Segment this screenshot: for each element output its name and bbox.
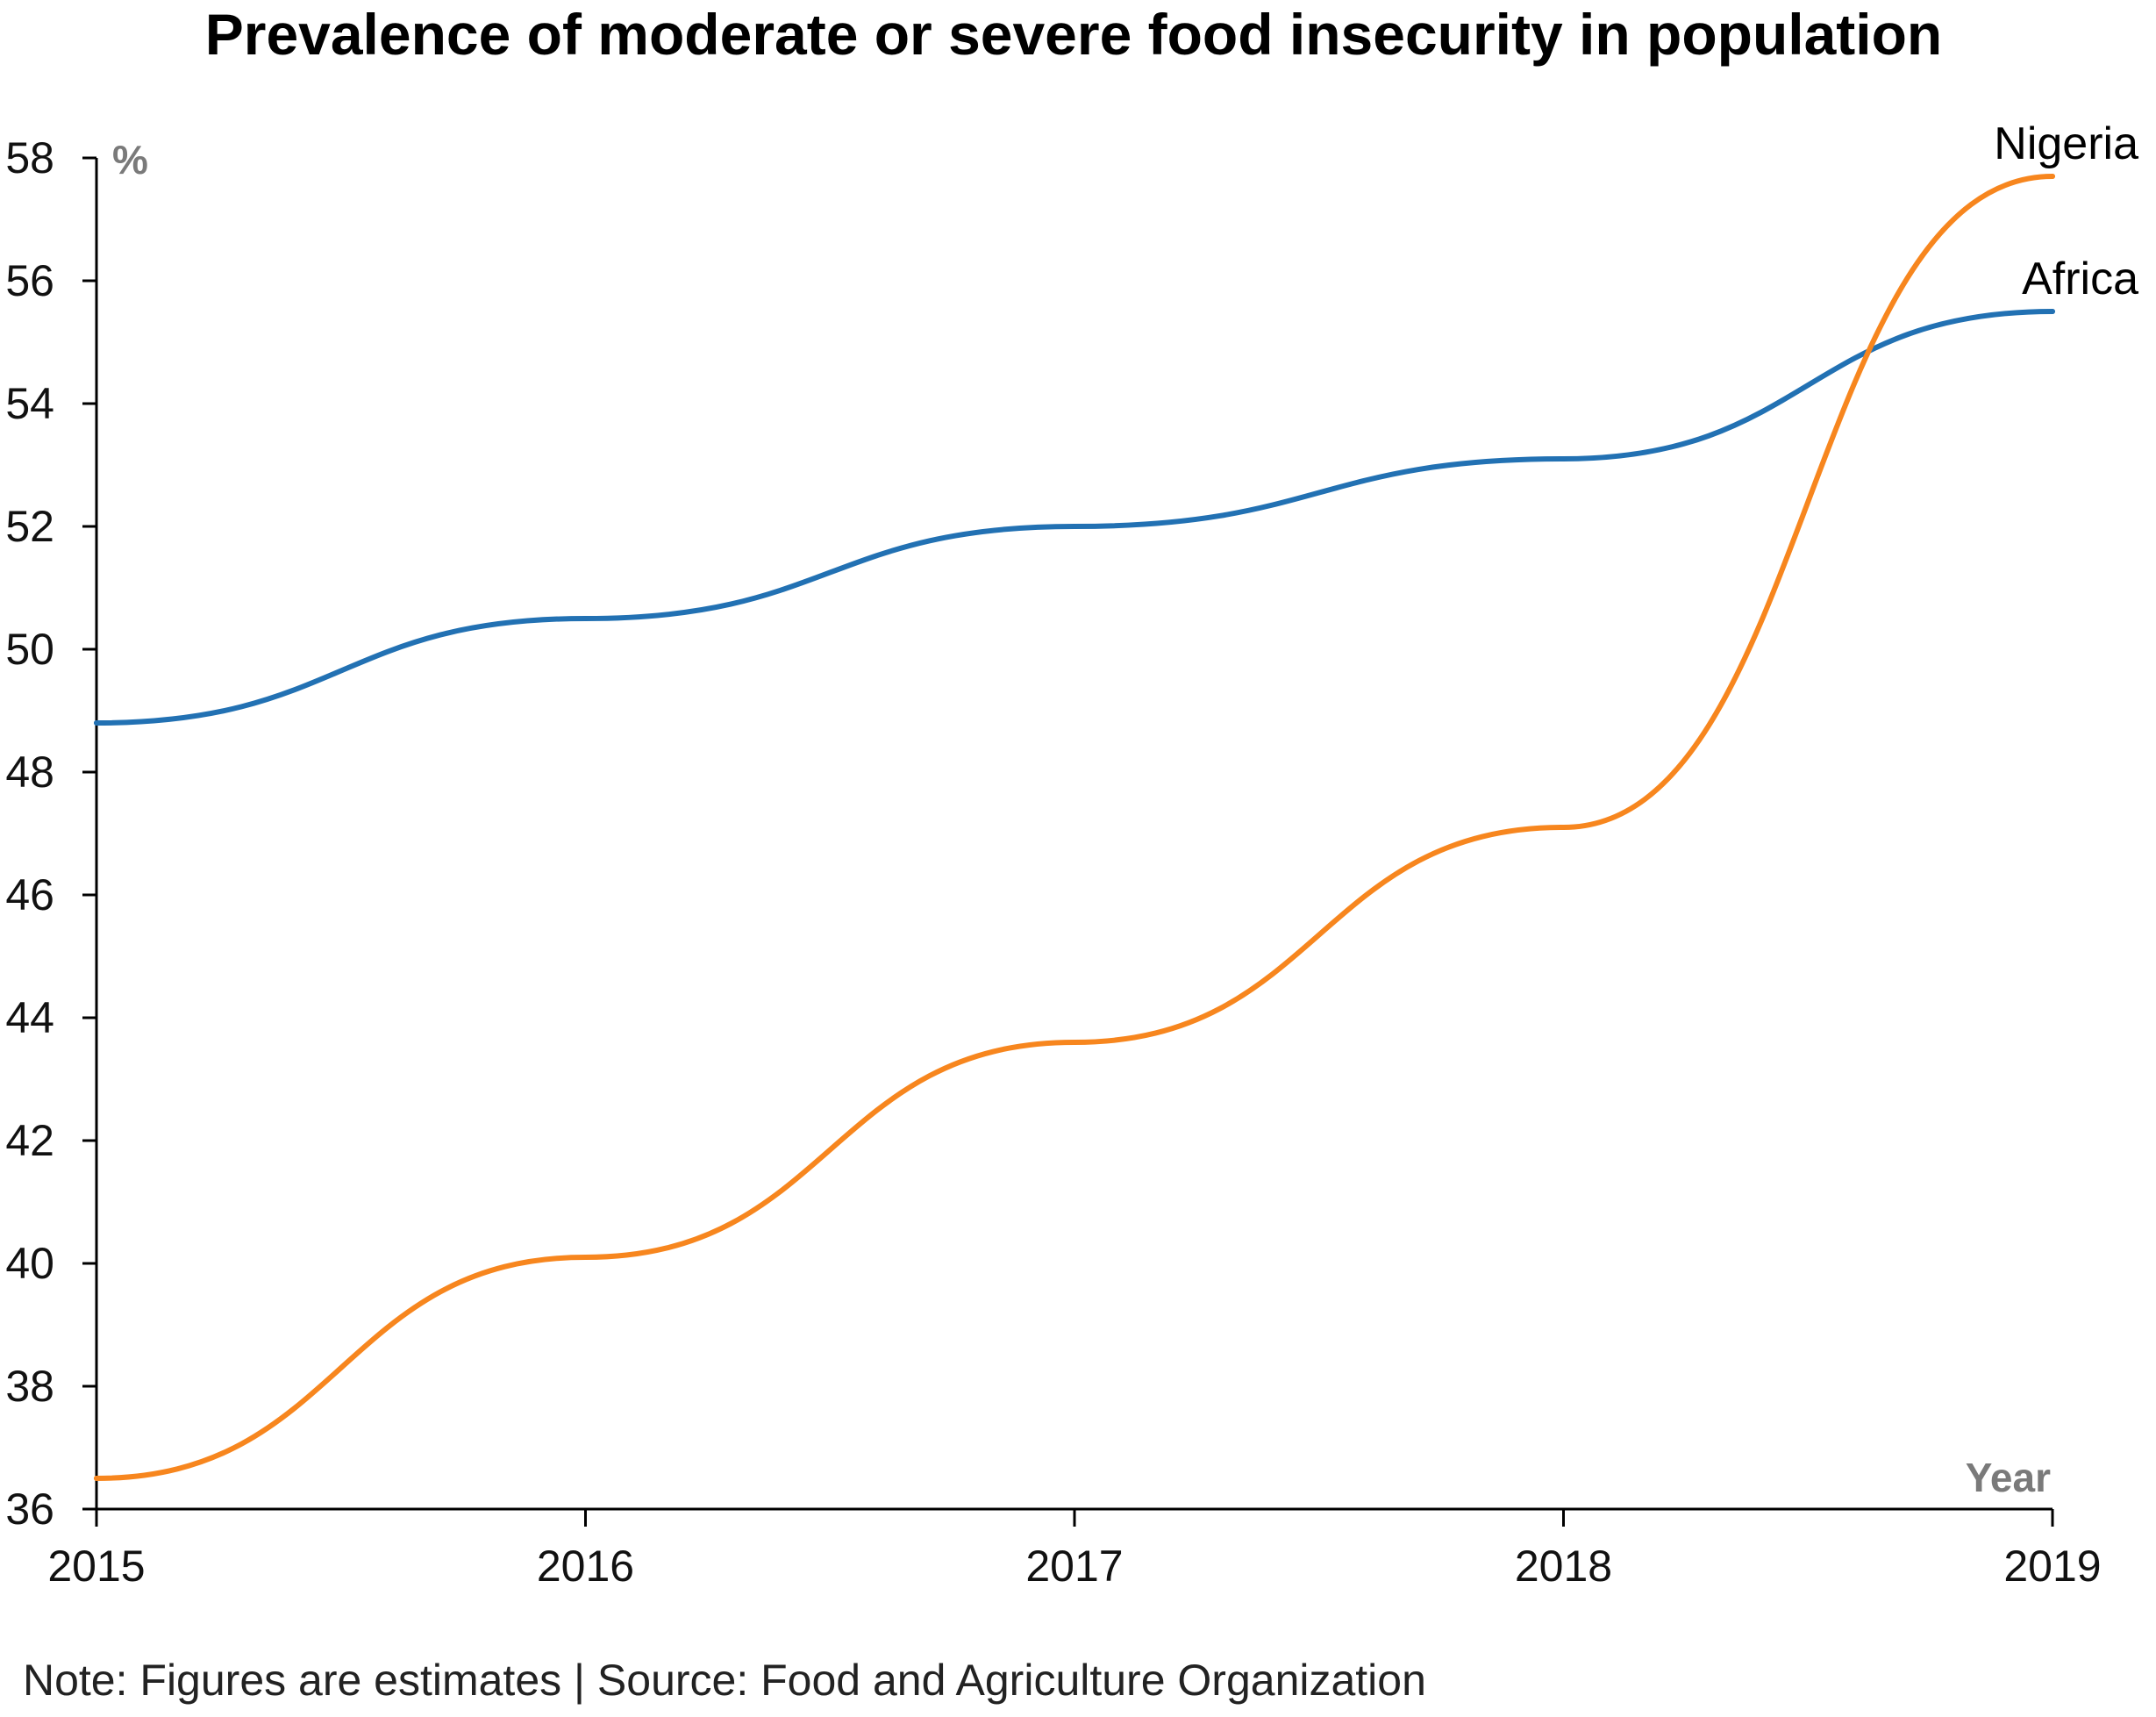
x-axis-ticks: 2015 2016 2017 2018 2019 (47, 1509, 2102, 1591)
data-point-nigeria (1072, 1040, 1077, 1045)
data-point-nigeria (582, 1255, 589, 1260)
y-tick-label: 42 (5, 1116, 54, 1165)
x-tick-label: 2017 (1025, 1542, 1123, 1591)
data-point-africa (94, 720, 99, 726)
series-label-nigeria: Nigeria (1994, 118, 2138, 169)
series-layer: Africa Nigeria (94, 118, 2138, 1481)
series-line-nigeria (94, 174, 2055, 1481)
data-point-africa (1560, 456, 1567, 461)
y-tick-label: 48 (5, 748, 54, 797)
data-point-africa (2050, 309, 2055, 314)
y-tick-label: 40 (5, 1239, 54, 1288)
data-point-nigeria (1560, 825, 1567, 830)
y-tick-label: 54 (5, 379, 54, 428)
series-line-africa (94, 309, 2055, 726)
source-note: Note: Figures are estimates | Source: Fo… (23, 1656, 1426, 1705)
data-point-africa (1072, 524, 1077, 529)
y-tick-label: 56 (5, 256, 54, 305)
data-point-nigeria (2050, 174, 2055, 179)
y-tick-label: 38 (5, 1362, 54, 1411)
chart-title: Prevalence of moderate or severe food in… (205, 2, 1943, 67)
y-tick-label: 58 (5, 133, 54, 182)
y-axis: 36 38 40 42 44 46 48 50 52 54 56 58 (5, 133, 98, 1534)
x-axis-label: Year (1966, 1455, 2051, 1500)
y-tick-label: 46 (5, 870, 54, 919)
x-tick-label: 2015 (47, 1542, 145, 1591)
y-tick-label: 36 (5, 1484, 54, 1534)
data-point-nigeria (94, 1476, 99, 1481)
y-tick-label: 52 (5, 502, 54, 551)
data-point-africa (582, 616, 589, 621)
series-label-africa: Africa (2022, 254, 2138, 304)
x-axis: 2015 2016 2017 2018 2019 (47, 1507, 2102, 1591)
y-tick-label: 44 (5, 993, 54, 1042)
x-tick-label: 2018 (1515, 1542, 1612, 1591)
y-axis-unit-label: % (112, 137, 148, 182)
y-tick-label: 50 (5, 625, 54, 674)
x-tick-label: 2019 (2003, 1542, 2101, 1591)
y-axis-ticks: 36 38 40 42 44 46 48 50 52 54 56 58 (5, 133, 96, 1534)
x-tick-label: 2016 (537, 1542, 634, 1591)
